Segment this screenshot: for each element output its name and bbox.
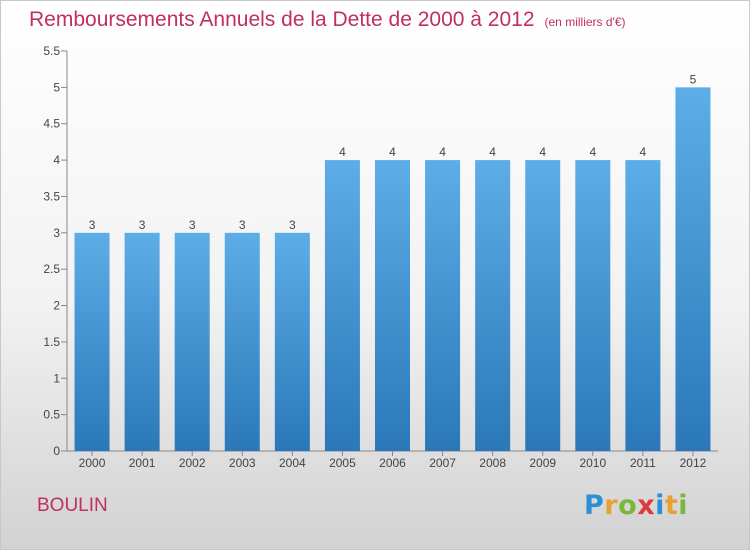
data-label: 4 <box>339 145 346 159</box>
x-tick-label: 2003 <box>229 456 256 470</box>
y-tick-label: 0 <box>53 444 60 458</box>
data-label: 4 <box>389 145 396 159</box>
data-label: 4 <box>589 145 596 159</box>
y-tick-label: 5.5 <box>43 44 60 58</box>
bar <box>625 160 661 451</box>
bar <box>224 232 260 451</box>
x-tick-label: 2009 <box>529 456 556 470</box>
data-label: 4 <box>489 145 496 159</box>
bar <box>274 232 310 451</box>
bars <box>74 87 711 451</box>
data-label: 4 <box>640 145 647 159</box>
data-label: 3 <box>89 218 96 232</box>
logo-letter: i <box>678 490 689 521</box>
data-label: 4 <box>539 145 546 159</box>
x-tick-label: 2011 <box>630 456 656 470</box>
chart-subtitle: (en milliers d'€) <box>544 15 626 29</box>
chart-title-row: Remboursements Annuels de la Dette de 20… <box>29 8 626 32</box>
bar <box>324 160 360 451</box>
proxiti-logo: Proxiti <box>584 490 688 521</box>
y-tick-label: 0.5 <box>43 408 60 422</box>
x-tick-label: 2012 <box>680 456 707 470</box>
bar <box>174 232 210 451</box>
commune-name: BOULIN <box>37 495 108 516</box>
logo-letter: r <box>604 490 619 521</box>
y-tick-label: 3 <box>53 226 60 240</box>
y-tick-label: 3.5 <box>43 189 60 203</box>
labels: 0 0.5 1 1.5 2 2.5 3 3.5 4 4.5 5 5.5 2000 3 2001 3 2002 3 2… <box>43 44 706 470</box>
data-label: 3 <box>139 218 146 232</box>
logo-letter: t <box>664 490 679 521</box>
x-tick-label: 2010 <box>579 456 606 470</box>
bar <box>375 160 410 451</box>
y-tick-label: 4 <box>53 153 60 167</box>
logo-letter: i <box>655 490 665 521</box>
x-tick-label: 2001 <box>129 456 156 470</box>
data-label: 4 <box>439 145 446 159</box>
x-tick-label: 2005 <box>329 456 356 470</box>
bar <box>575 160 611 451</box>
x-tick-label: 2008 <box>479 456 506 470</box>
bar <box>525 160 561 451</box>
x-tick-label: 2000 <box>79 456 106 470</box>
data-label: 3 <box>289 218 296 232</box>
logo-letter: P <box>584 490 605 521</box>
x-tick-label: 2006 <box>379 456 406 470</box>
y-tick-label: 2 <box>53 299 60 313</box>
chart-title: Remboursements Annuels de la Dette de 20… <box>29 8 535 31</box>
x-tick-label: 2007 <box>429 456 456 470</box>
logo-letter: o <box>618 490 638 521</box>
data-label: 3 <box>239 218 246 232</box>
data-label: 5 <box>690 72 697 86</box>
y-tick-label: 1.5 <box>43 335 60 349</box>
bar <box>124 232 160 451</box>
x-tick-label: 2004 <box>279 456 306 470</box>
logo-letter: x <box>637 490 656 521</box>
bar <box>675 87 711 451</box>
data-label: 3 <box>189 218 196 232</box>
y-tick-label: 2.5 <box>43 262 60 276</box>
x-tick-label: 2002 <box>179 456 206 470</box>
bar <box>425 160 461 451</box>
y-tick-label: 4.5 <box>43 117 60 131</box>
bar <box>74 232 110 451</box>
y-tick-label: 5 <box>53 80 60 94</box>
bar <box>475 160 511 451</box>
y-tick-label: 1 <box>53 371 60 385</box>
